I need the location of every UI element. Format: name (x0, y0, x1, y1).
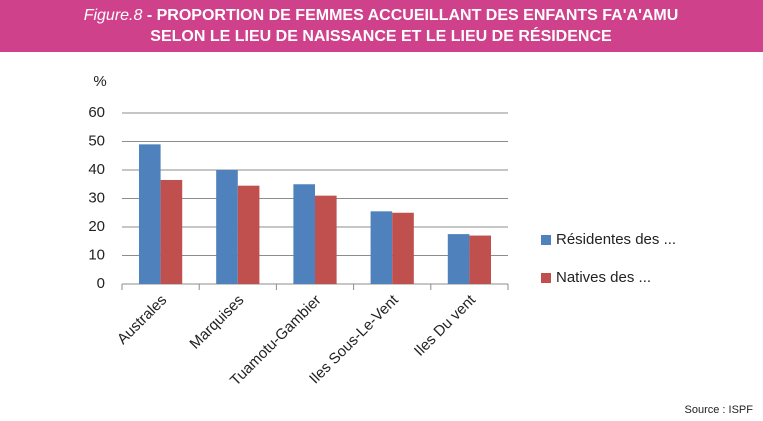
y-tick-label: 40 (88, 161, 105, 178)
legend-label: Natives des ... (556, 269, 651, 286)
chart-title: Figure.8 - PROPORTION DE FEMMES ACCUEILL… (84, 7, 679, 24)
bar (216, 170, 238, 284)
y-tick-label: 30 (88, 189, 105, 206)
bar (370, 211, 393, 284)
y-axis-label: % (93, 73, 106, 90)
x-tick-label: Australes (114, 292, 170, 348)
chart-title: SELON LE LIEU DE NAISSANCE ET LE LIEU DE… (150, 26, 612, 45)
y-tick-label: 20 (88, 218, 105, 235)
bar (447, 234, 470, 284)
figure-label: Figure.8 (84, 7, 143, 24)
title-line: - PROPORTION DE FEMMES ACCUEILLANT DES E… (147, 7, 678, 24)
legend-swatch (541, 273, 551, 283)
bar (160, 179, 183, 284)
x-tick-label: Iles Du vent (411, 291, 480, 360)
y-tick-label: 50 (88, 132, 105, 149)
x-tick-label: Marquises (186, 292, 247, 353)
source: Source : ISPF (685, 404, 754, 416)
legend-label: Résidentes des ... (556, 231, 676, 248)
bar (392, 212, 414, 284)
legend-swatch (541, 235, 551, 245)
bar (315, 195, 337, 284)
bar (138, 144, 161, 284)
y-tick-label: 0 (97, 275, 105, 292)
title-banner (0, 0, 763, 52)
bar (293, 184, 315, 284)
bar (237, 185, 260, 284)
bar (469, 235, 492, 284)
y-tick-label: 60 (88, 104, 105, 121)
y-tick-label: 10 (88, 246, 105, 263)
